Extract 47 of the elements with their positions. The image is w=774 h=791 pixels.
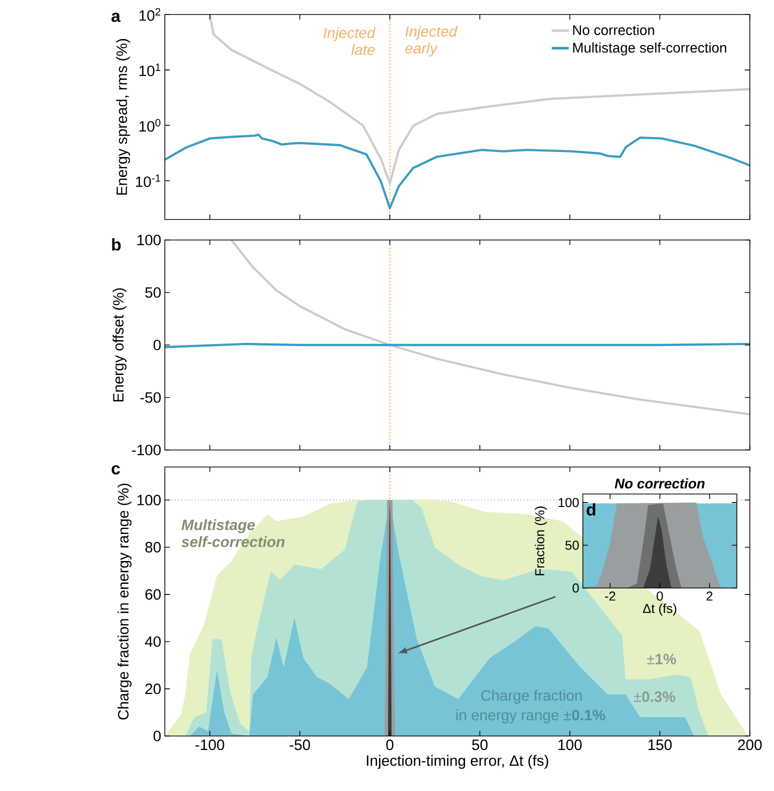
y-axis-title: Energy spread, rms (%)	[116, 39, 130, 195]
y-tick-label: 0	[154, 730, 161, 742]
y-axis-title: Energy offset (%)	[112, 288, 127, 402]
annotation: d	[586, 503, 596, 516]
y-tick-label: -50	[140, 392, 161, 403]
y-tick-label: 10$^{0}$	[140, 119, 160, 132]
y-tick-label: 20	[146, 684, 161, 694]
legend-label: No correction	[573, 24, 654, 36]
x-tick-label: -50	[290, 740, 310, 750]
x-tick-label: 2	[706, 592, 713, 601]
x-tick-label: 150	[648, 740, 672, 750]
x-tick-label: 0	[386, 740, 394, 750]
x-tick-label: -100	[196, 740, 224, 750]
y-tick-label: 50	[566, 540, 579, 550]
annotation: in energy range ±0.1%	[456, 709, 606, 724]
annotation: Injected late	[324, 27, 376, 56]
annotation: Multistage self-correction	[182, 519, 285, 548]
chart-title: No correction	[614, 478, 705, 488]
x-axis-title: Δt (fs)	[643, 604, 676, 616]
x-tick-label: 200	[738, 740, 762, 750]
y-tick-label: 100	[138, 494, 161, 506]
annotation: ±0.3%	[634, 691, 676, 702]
y-tick-label: 100	[138, 234, 161, 246]
y-tick-label: 0	[572, 583, 579, 593]
y-tick-label: 50	[145, 287, 161, 298]
y-tick-label: 10$^{1}$	[140, 64, 160, 76]
y-tick-label: 100	[558, 498, 579, 508]
y-tick-label: 60	[146, 589, 161, 600]
y-tick-label: -100	[132, 444, 161, 456]
y-axis-title: Charge fraction in energy range (%)	[118, 484, 132, 720]
x-tick-label: -2	[605, 592, 616, 601]
y-tick-label: 10$^{2}$	[140, 8, 160, 21]
annotation: Charge fraction	[481, 690, 582, 704]
text: b	[112, 238, 121, 251]
y-tick-label: 10$^{-1}$	[136, 174, 160, 188]
text: a	[112, 12, 121, 22]
x-tick-label: 50	[472, 740, 488, 750]
x-tick-label: 0	[656, 592, 664, 601]
annotation: Injected early	[405, 26, 458, 57]
text: c	[112, 465, 120, 474]
y-tick-label: 80	[145, 542, 161, 553]
annotation: ±1%	[647, 654, 676, 664]
y-tick-label: 0	[154, 340, 161, 350]
x-axis-title: Injection-timing error, Δt (fs)	[367, 754, 548, 769]
y-axis-title: Fraction (%)	[534, 506, 547, 576]
y-tick-label: 40	[145, 636, 161, 647]
legend-label: Multistage self-correction	[573, 42, 726, 56]
